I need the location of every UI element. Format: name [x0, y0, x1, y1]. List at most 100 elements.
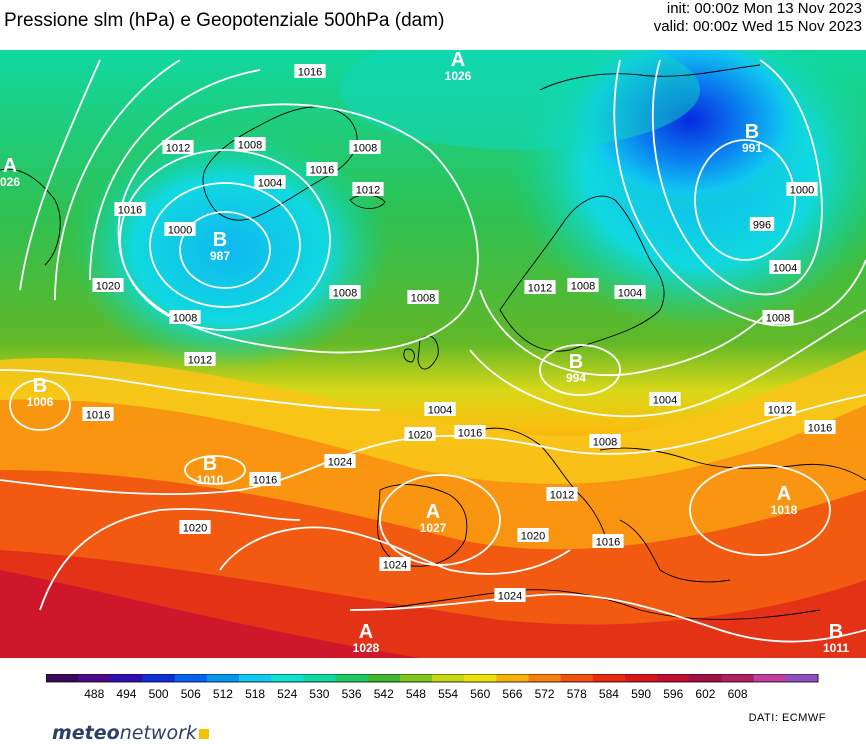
svg-text:1004: 1004 [258, 178, 282, 190]
colorbar-tick-label: 572 [535, 687, 555, 701]
svg-text:026: 026 [0, 175, 20, 189]
isobar-label: 1008 [329, 285, 361, 300]
svg-text:1004: 1004 [773, 263, 797, 275]
svg-text:1016: 1016 [253, 475, 277, 487]
svg-text:B: B [213, 229, 227, 251]
colorbar-swatch [335, 674, 369, 682]
colorbar-swatch [367, 674, 401, 682]
colorbar-swatch [528, 674, 562, 682]
colorbar-tick-label: 584 [599, 687, 619, 701]
svg-text:1020: 1020 [96, 281, 120, 293]
isobar-label: 1012 [546, 487, 578, 502]
isobar-label: 1016 [454, 425, 486, 440]
svg-text:1008: 1008 [411, 293, 435, 305]
svg-text:1024: 1024 [383, 560, 407, 572]
svg-text:A: A [777, 483, 791, 505]
colorbar-swatch [399, 674, 433, 682]
isobar-label: 1012 [352, 182, 384, 197]
svg-text:1026: 1026 [445, 69, 472, 83]
isobar-label: 1004 [769, 260, 801, 275]
colorbar-tick-label: 596 [663, 687, 683, 701]
colorbar: 488 494 500 506 512 518 524 530 536 542 548 554 560 5… [46, 674, 819, 701]
colorbar-tick-label: 548 [406, 687, 426, 701]
isobar-label: 996 [749, 217, 775, 232]
svg-text:1012: 1012 [528, 283, 552, 295]
isobar-label: 1008 [234, 137, 266, 152]
isobar-label: 1016 [804, 420, 836, 435]
colorbar-swatch [625, 674, 658, 682]
pressure-centers: A1026A026B991B987B1006B994B1010A1027A101… [0, 50, 849, 655]
svg-text:1008: 1008 [238, 140, 262, 152]
colorbar-tick-label: 608 [728, 687, 748, 701]
svg-text:1016: 1016 [310, 165, 334, 177]
isobar-label: 1004 [424, 402, 456, 417]
colorbar-swatch [657, 674, 690, 682]
svg-text:1004: 1004 [653, 395, 677, 407]
svg-text:1020: 1020 [183, 523, 207, 535]
colorbar-tick-label: 542 [374, 687, 394, 701]
svg-text:1016: 1016 [86, 410, 110, 422]
colorbar-tick-label: 488 [84, 687, 104, 701]
colorbar-swatch [496, 674, 529, 682]
colorbar-tick-label: 536 [342, 687, 362, 701]
isobar-label: 1000 [164, 222, 196, 237]
isobar-label: 1024 [324, 454, 356, 469]
isobar-label: 1000 [786, 182, 818, 197]
logo-square-icon [198, 729, 209, 739]
svg-text:1024: 1024 [498, 591, 522, 603]
svg-text:A: A [359, 621, 373, 643]
colorbar-swatch [142, 674, 176, 682]
isobar-label: 1004 [614, 285, 646, 300]
data-credit: DATI: ECMWF [748, 712, 826, 724]
svg-text:1016: 1016 [596, 537, 620, 549]
svg-text:996: 996 [753, 220, 771, 232]
svg-text:1008: 1008 [571, 281, 595, 293]
colorbar-tick-label: 554 [438, 687, 458, 701]
svg-text:1004: 1004 [428, 405, 452, 417]
colorbar-tick-label: 602 [695, 687, 715, 701]
svg-text:1011: 1011 [823, 641, 849, 655]
svg-text:994: 994 [566, 371, 586, 385]
isobar-label: 1004 [254, 175, 286, 190]
colorbar-tick-label: 506 [181, 687, 201, 701]
svg-text:1016: 1016 [118, 205, 142, 217]
isobar-label: 1020 [179, 520, 211, 535]
isobar-label: 1008 [407, 290, 439, 305]
svg-text:1016: 1016 [808, 423, 832, 435]
pressure-labels: 1016 1012 1008 1004 1000 1016 1020 1008 1012 1016… [82, 64, 836, 603]
svg-text:1010: 1010 [197, 473, 224, 487]
isobar-label: 1020 [517, 528, 549, 543]
colorbar-swatch [592, 674, 626, 682]
isobar-label: 1016 [306, 162, 338, 177]
isobar-label: 1004 [649, 392, 681, 407]
weather-map: 1016 1012 1008 1004 1000 1016 1020 1008 1012 1016… [0, 50, 866, 658]
isobar-label: 1020 [92, 278, 124, 293]
colorbar-tick-label: 566 [502, 687, 522, 701]
colorbar-tick-label: 494 [116, 687, 136, 701]
chart-title: Pressione slm (hPa) e Geopotenziale 500h… [4, 10, 445, 31]
svg-text:1012: 1012 [356, 185, 380, 197]
logo-regular-text: network [119, 722, 197, 744]
colorbar-swatch [689, 674, 722, 682]
svg-text:991: 991 [742, 141, 762, 155]
colorbar-swatch [46, 674, 79, 682]
svg-text:B: B [33, 375, 47, 397]
colorbar-swatch [464, 674, 497, 682]
colorbar-tick-label: 530 [309, 687, 329, 701]
svg-text:B: B [829, 621, 843, 643]
colorbar-swatches [46, 674, 819, 683]
svg-text:1016: 1016 [298, 67, 322, 79]
svg-text:1000: 1000 [790, 185, 814, 197]
meteonetwork-logo: meteonetwork [52, 722, 209, 744]
svg-text:1012: 1012 [188, 355, 212, 367]
colorbar-tick-label: 500 [149, 687, 169, 701]
isobar-label: 1024 [379, 557, 411, 572]
svg-text:1008: 1008 [593, 437, 617, 449]
isobar-label: 1008 [762, 310, 794, 325]
colorbar-swatch [560, 674, 594, 682]
